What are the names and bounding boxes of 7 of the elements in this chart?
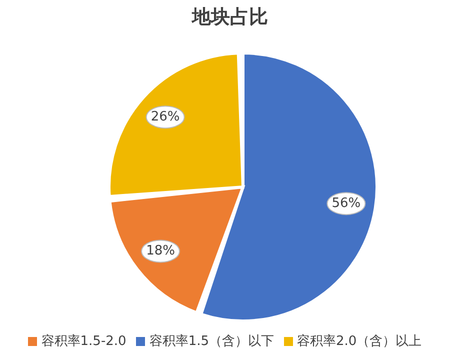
data-label: 26% <box>150 110 180 125</box>
data-label: 56% <box>332 196 361 212</box>
chart-title: 地块占比 <box>190 5 269 30</box>
legend-label: 容积率1.5（含）以下 <box>149 334 274 349</box>
legend-label: 容积率2.0（含）以上 <box>297 334 422 349</box>
legend-label: 容积率1.5-2.0 <box>41 334 126 349</box>
data-label: 18% <box>146 244 175 259</box>
